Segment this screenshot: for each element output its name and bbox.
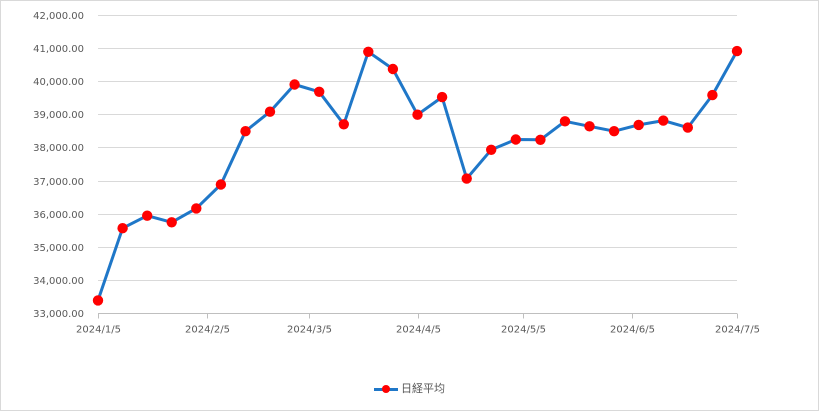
data-point [461, 173, 472, 184]
y-tick-label: 36,000.00 [33, 210, 84, 221]
data-point [166, 217, 177, 228]
y-tick-label: 33,000.00 [33, 309, 84, 320]
data-point [387, 63, 399, 75]
gridlines [98, 15, 737, 281]
data-point [658, 115, 669, 126]
legend-label: 日経平均 [401, 382, 445, 395]
y-tick-label: 40,000.00 [33, 77, 84, 88]
data-point [412, 109, 423, 120]
series-line [96, 49, 739, 302]
x-tick-label: 2024/2/5 [185, 325, 230, 336]
x-axis [98, 313, 738, 319]
data-point [363, 46, 374, 57]
x-axis-tick-labels: 2024/1/5 2024/2/5 2024/3/5 2024/4/5 2024/5/5… [76, 325, 760, 336]
legend-marker-icon [374, 384, 398, 394]
data-point [142, 210, 153, 221]
data-point [633, 119, 644, 131]
data-point [486, 144, 497, 155]
data-point [314, 86, 325, 98]
legend: 日経平均 [0, 380, 819, 396]
data-point [92, 295, 104, 306]
data-point [338, 119, 349, 130]
data-point [215, 179, 227, 190]
data-point [731, 45, 743, 57]
series-nikkei [92, 45, 743, 306]
y-tick-label: 38,000.00 [33, 143, 84, 154]
data-point [608, 126, 620, 137]
y-tick-label: 41,000.00 [33, 44, 84, 55]
y-tick-label: 39,000.00 [33, 110, 84, 121]
data-point [535, 134, 546, 145]
x-tick-label: 2024/1/5 [76, 325, 121, 336]
data-point [707, 89, 718, 101]
x-tick-label: 2024/4/5 [396, 325, 441, 336]
data-point [240, 126, 251, 137]
y-tick-label: 37,000.00 [33, 177, 84, 188]
y-tick-label: 42,000.00 [33, 11, 84, 22]
x-tick-label: 2024/3/5 [287, 325, 332, 336]
x-tick-label: 2024/5/5 [501, 325, 546, 336]
data-point [682, 122, 693, 133]
y-tick-label: 35,000.00 [33, 243, 84, 254]
data-point [191, 203, 202, 214]
data-point [264, 106, 276, 117]
x-tick-label: 2024/6/5 [610, 325, 655, 336]
data-point [289, 79, 300, 90]
x-tick-label: 2024/7/5 [715, 325, 760, 336]
data-point [436, 91, 448, 103]
data-point [510, 134, 521, 145]
data-point [559, 116, 571, 127]
y-axis-tick-labels: 33,000.00 34,000.00 35,000.00 36,000.00 37,0… [33, 11, 84, 320]
legend-dot-swatch [382, 385, 390, 393]
data-point [584, 121, 595, 132]
y-tick-label: 34,000.00 [33, 276, 84, 287]
data-point [117, 223, 128, 234]
